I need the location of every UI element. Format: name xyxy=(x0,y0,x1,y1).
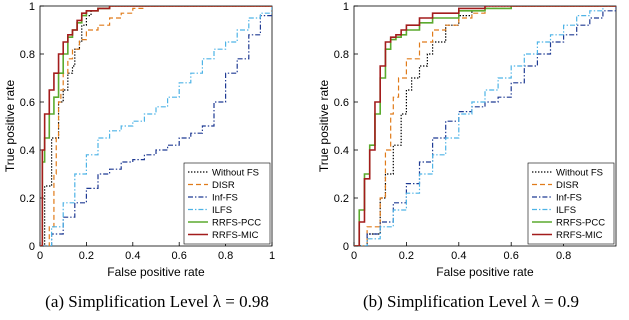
x-tick-label: 0.6 xyxy=(172,250,187,262)
y-tick-label: 0.8 xyxy=(334,49,349,61)
x-tick-label: 0.6 xyxy=(504,250,519,262)
y-tick-label: 0.4 xyxy=(20,145,35,157)
series-line-ilfs xyxy=(40,6,272,246)
y-tick-label: 0 xyxy=(343,241,349,253)
x-tick-label: 0.8 xyxy=(556,250,571,262)
series-line-without-fs xyxy=(354,6,616,246)
y-tick-label: 1 xyxy=(29,1,35,13)
x-tick-label: 0.4 xyxy=(125,250,140,262)
roc-chart-a: 0 0.2 0.4 0.6 0.8 1 0 0.2 0.4 0.6 0.8 1 False positi… xyxy=(3,1,275,279)
x-tick-label: 0.4 xyxy=(451,250,466,262)
series-line-inf-fs xyxy=(40,6,272,246)
x-axis-label: False positive rate xyxy=(436,265,534,279)
x-tick-label: 0.8 xyxy=(218,250,233,262)
caption-b: (b) Simplification Level λ = 0.9 xyxy=(362,292,580,311)
y-axis-label: True positive rate xyxy=(3,80,17,173)
legend-box xyxy=(183,162,271,245)
y-tick-label: 1 xyxy=(343,1,349,13)
x-tick-label: 0 xyxy=(351,250,357,262)
x-tick-label: 0.2 xyxy=(399,250,414,262)
legend-label: DISR xyxy=(556,180,579,191)
x-axis-label: False positive rate xyxy=(107,265,205,279)
y-tick-label: 0.6 xyxy=(20,97,35,109)
x-tick-label: 1 xyxy=(269,250,275,262)
legend-box xyxy=(527,162,615,245)
legend-label: DISR xyxy=(212,180,235,191)
series-line-without-fs xyxy=(40,6,272,246)
legend-label: Without FS xyxy=(556,168,603,179)
legend-label: Inf-FS xyxy=(556,193,582,204)
series-line-disr xyxy=(40,6,272,246)
y-tick-label: 0.2 xyxy=(334,193,349,205)
roc-chart-b: 0 0.2 0.4 0.6 0.8 0 0.2 0.4 0.6 0.8 1 False positiv… xyxy=(317,1,617,279)
legend-label: RRFS-MIC xyxy=(212,230,259,241)
series-line-rrfs-mic xyxy=(354,6,616,246)
x-tick-label: 0 xyxy=(37,250,43,262)
y-tick-label: 0.4 xyxy=(334,145,349,157)
caption-a: (a) Simplification Level λ = 0.98 xyxy=(45,292,269,311)
x-tick-label: 0.2 xyxy=(79,250,94,262)
y-tick-label: 0.8 xyxy=(20,49,35,61)
legend-label: Inf-FS xyxy=(212,193,238,204)
y-tick-label: 0 xyxy=(29,241,35,253)
series-line-ilfs xyxy=(354,6,616,246)
legend-label: Without FS xyxy=(212,168,259,179)
y-tick-label: 0.6 xyxy=(334,97,349,109)
series-line-rrfs-mic xyxy=(40,6,272,246)
legend-label: RRFS-MIC xyxy=(556,230,603,241)
legend-label: ILFS xyxy=(556,205,576,216)
legend-label: RRFS-PCC xyxy=(212,218,261,229)
legend-label: RRFS-PCC xyxy=(556,218,605,229)
legend-label: ILFS xyxy=(212,205,232,216)
y-axis-label: True positive rate xyxy=(317,80,331,173)
y-tick-label: 0.2 xyxy=(20,193,35,205)
